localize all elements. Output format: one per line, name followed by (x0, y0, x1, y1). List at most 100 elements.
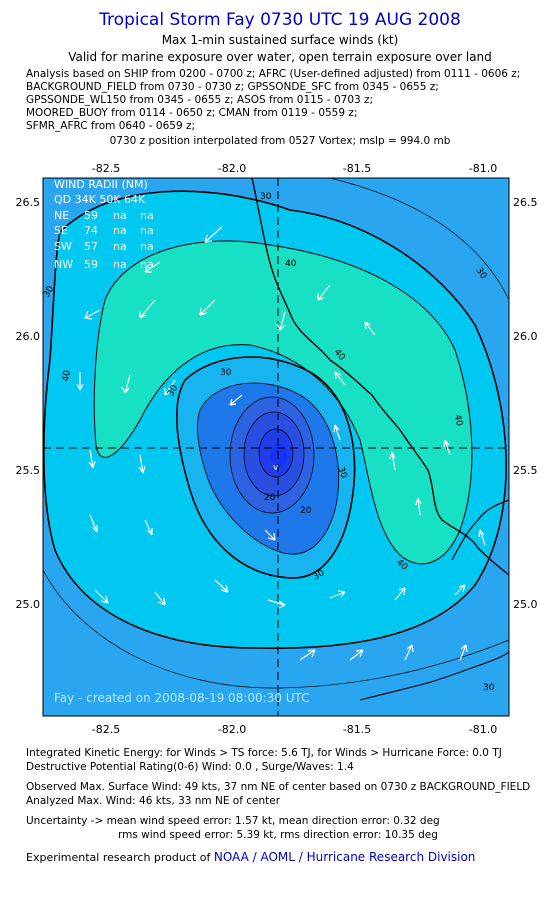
wind-vector (199, 299, 216, 316)
contour-label: 40 (61, 369, 73, 382)
lon-tick-bottom-2: -82.0 (218, 723, 246, 736)
lat-tick-right-4: 25.0 (513, 598, 538, 611)
wind-vector (459, 644, 468, 661)
analysis-line-1: Analysis based on SHIP from 0200 - 0700 … (26, 68, 521, 80)
wind-vector (334, 371, 346, 386)
wind-radii-50k-sw: na (113, 240, 127, 253)
wind-vector (144, 261, 161, 273)
wind-radii-qd-ne: NE (54, 209, 69, 222)
contour-30-inner (176, 356, 356, 579)
wind-radii-64k-nw: na (140, 258, 154, 271)
wind-vector (164, 379, 176, 396)
contour-label: 20 (264, 493, 276, 503)
analysis-line-2: BACKGROUND_FIELD from 0730 - 0730 z; GPS… (26, 81, 439, 93)
wind-vector (138, 454, 146, 474)
contour-5 (258, 428, 294, 478)
lat-tick-left-4: 25.0 (16, 598, 41, 611)
wind-vector (76, 372, 84, 391)
wind-radii-qd-se: SE (54, 224, 68, 237)
lon-tick-bottom-4: -81.0 (469, 723, 497, 736)
wind-radii-qd-sw: SW (54, 240, 72, 253)
wind-vector (139, 299, 156, 319)
wind-field-map: -82.5 -82.0 -81.5 -81.0 -82.5 -82.0 -81.… (16, 162, 538, 736)
lat-tick-left-2: 26.0 (16, 330, 41, 343)
analysis-line-4: MOORED_BUOY from 0114 - 0650 z; CMAN fro… (26, 107, 358, 119)
wind-radii-34k-nw: 59 (84, 258, 98, 271)
observed-max-wind: Observed Max. Surface Wind: 49 kts, 37 n… (26, 781, 531, 793)
florida-coastline-east (451, 499, 509, 561)
ike-line: Integrated Kinetic Energy: for Winds > T… (26, 747, 502, 759)
wind-vectors (76, 226, 486, 661)
contour-label: 30 (220, 368, 232, 378)
wind-vector (88, 449, 96, 469)
analysis-line-5: SFMR_AFRC from 0640 - 0659 z; (26, 120, 196, 132)
lat-tick-right-3: 25.5 (513, 464, 538, 477)
wind-vector (443, 439, 451, 456)
wind-radii-50k-se: na (113, 224, 127, 237)
wind-radii-34k-ne: 59 (84, 209, 98, 222)
plot-frame (42, 177, 510, 717)
lat-tick-left-3: 25.5 (16, 464, 41, 477)
storm-center-marker: v (273, 463, 279, 473)
contour-40 (93, 240, 473, 565)
lon-tick-top-4: -81.0 (469, 162, 497, 175)
wind-radii-64k-se: na (140, 224, 154, 237)
wind-radii-64k-ne: na (140, 209, 154, 222)
wind-vector (276, 311, 286, 331)
wind-radii-qd-nw: NW (54, 258, 73, 271)
analyzed-max-wind: Analyzed Max. Wind: 46 kts, 33 nm NE of … (26, 795, 281, 807)
wind-vector (94, 589, 109, 604)
wind-radii-table: WIND RADII (NM) QD 34K 50K 64K NE 59 na … (54, 178, 154, 271)
lon-tick-top-3: -81.5 (343, 162, 371, 175)
wind-vector (267, 599, 286, 609)
wind-vector (89, 514, 98, 533)
uncertainty-mean: Uncertainty -> mean wind speed error: 1.… (26, 815, 440, 827)
wind-vector (121, 374, 131, 394)
dpr-line: Destructive Potential Rating(0-6) Wind: … (26, 761, 354, 773)
contour-ne-thin (329, 178, 509, 301)
wind-vector (229, 394, 243, 406)
wind-vector (84, 309, 101, 320)
lon-tick-bottom-3: -81.5 (343, 723, 371, 736)
product-org-link[interactable]: NOAA / AOML / Hurricane Research Divisio… (213, 850, 476, 864)
contour-outer-thin (43, 569, 509, 689)
wind-vector (394, 587, 406, 601)
contour-30-outer (43, 190, 507, 650)
wind-vector (349, 649, 364, 661)
wind-vector (389, 451, 396, 471)
contour-20 (197, 382, 340, 555)
wind-vector (364, 321, 376, 336)
product-credit: Experimental research product of NOAA / … (26, 850, 476, 865)
wind-vector (329, 590, 346, 599)
wind-vector (404, 644, 414, 661)
contour-label: 20 (300, 506, 312, 516)
wind-radii-50k-nw: na (113, 258, 127, 271)
wind-region-eye-center (271, 444, 287, 468)
lat-tick-right-1: 26.5 (513, 196, 538, 209)
wind-vector (144, 519, 153, 536)
wind-radii-header: QD 34K 50K 64K (54, 193, 146, 206)
florida-keys (359, 651, 509, 701)
wind-vector (204, 226, 223, 243)
map-subtitle-exposure: Valid for marine exposure over water, op… (68, 50, 492, 64)
lon-tick-top-1: -82.5 (92, 162, 120, 175)
wind-radii-title: WIND RADII (NM) (54, 178, 148, 191)
wind-vector (154, 591, 166, 606)
wind-vector (299, 649, 316, 661)
wind-vector (317, 284, 331, 301)
analysis-line-3: GPSSONDE_WL150 from 0345 - 0655 z; ASOS … (26, 94, 374, 106)
contour-10 (243, 411, 305, 497)
created-stamp: Fay - created on 2008-08-19 08:00:30 UTC (54, 691, 310, 705)
contour-15 (229, 396, 315, 514)
contour-label: 40 (285, 259, 297, 269)
wind-vector (454, 584, 466, 596)
wind-region-40-50 (94, 240, 472, 564)
contour-label: 30 (483, 683, 495, 693)
wind-vector (415, 497, 422, 516)
wind-vector (478, 529, 486, 546)
lon-tick-top-2: -82.0 (218, 162, 246, 175)
wind-radii-34k-sw: 57 (84, 240, 98, 253)
contour-label: 30 (260, 192, 272, 202)
lon-tick-bottom-1: -82.5 (92, 723, 120, 736)
map-subtitle-winds: Max 1-min sustained surface winds (kt) (161, 33, 399, 47)
